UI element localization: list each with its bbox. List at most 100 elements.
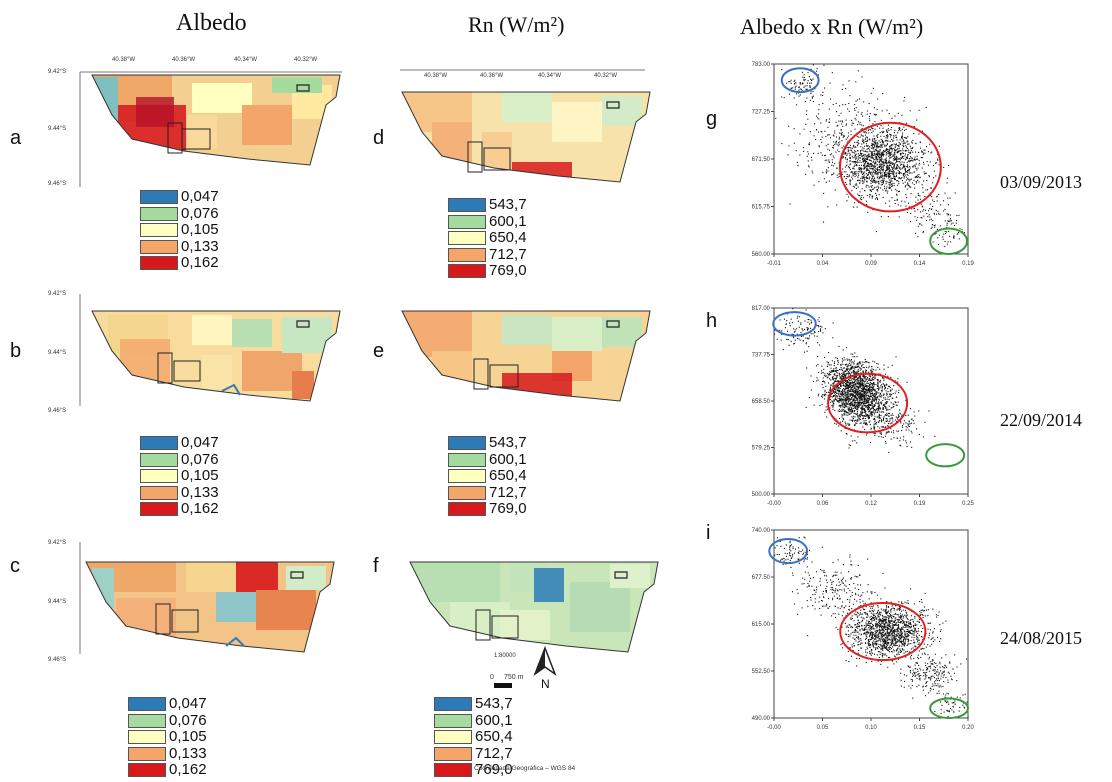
scatter-point	[881, 139, 883, 141]
scatter-point	[861, 388, 863, 390]
scatter-point	[857, 402, 859, 404]
scatter-point	[870, 607, 872, 609]
scatter-point	[907, 423, 909, 425]
scatter-point	[848, 406, 850, 408]
scatter-point	[861, 405, 863, 407]
scatter-point	[921, 151, 923, 153]
scatter-point	[898, 216, 900, 218]
scatter-point	[871, 627, 873, 629]
scatter-point	[856, 389, 858, 391]
scatter-point	[886, 414, 888, 416]
scatter-point	[865, 413, 867, 415]
scatter-point	[890, 438, 892, 440]
scatter-point	[871, 143, 873, 145]
scatter-point	[843, 413, 845, 415]
scatter-point	[802, 335, 804, 337]
scatter-point	[863, 141, 865, 143]
scatter-point	[822, 332, 824, 334]
scatter-point	[886, 167, 888, 169]
scatter-point	[849, 399, 851, 401]
scatter-point	[828, 352, 830, 354]
scatter-point	[827, 376, 829, 378]
scatter-point	[854, 173, 856, 175]
scatter-point	[800, 88, 802, 90]
scatter-point	[906, 381, 908, 383]
scatter-point	[841, 403, 843, 405]
scatter-point	[878, 194, 880, 196]
scatter-point	[843, 404, 845, 406]
scatter-point	[862, 408, 864, 410]
scatter-point	[902, 636, 904, 638]
scatter-point	[841, 171, 843, 173]
scatter-point	[822, 596, 824, 598]
scatter-point	[883, 165, 885, 167]
scatter-point	[846, 396, 848, 398]
scatter-point	[958, 232, 960, 234]
scatter-point	[860, 639, 862, 641]
scatter-point	[844, 390, 846, 392]
scatter-point	[804, 79, 806, 81]
scatter-point	[911, 629, 913, 631]
scatter-point	[788, 81, 790, 83]
scatter-point	[937, 153, 939, 155]
scatter-point	[829, 161, 831, 163]
scatter-point	[893, 132, 895, 134]
scatter-point	[796, 161, 798, 163]
scatter-point	[867, 389, 869, 391]
scatter-point	[868, 367, 870, 369]
scatter-point	[904, 186, 906, 188]
scatter-point	[871, 146, 873, 148]
scatter-point	[888, 173, 890, 175]
scatter-point	[876, 164, 878, 166]
scatter-point	[789, 545, 791, 547]
lon-tick-a3: 40.34°W	[234, 57, 258, 63]
scatter-point	[863, 139, 865, 141]
scatter-point	[849, 578, 851, 580]
scatter-point	[854, 383, 856, 385]
scatter-point	[855, 150, 857, 152]
scatter-point	[899, 172, 901, 174]
scatter-point	[856, 442, 858, 444]
scatter-point	[867, 404, 869, 406]
y-tick-label: 783.00	[752, 62, 771, 68]
scatter-point	[861, 128, 863, 130]
scatter-point	[781, 333, 783, 335]
scatter-point	[910, 441, 912, 443]
scatter-point	[897, 416, 899, 418]
scatter-point	[812, 333, 814, 335]
scatter-point	[829, 82, 831, 84]
scatter-point	[807, 605, 809, 607]
scatter-point	[864, 166, 866, 168]
scatter-point	[849, 153, 851, 155]
scatter-point	[888, 647, 890, 649]
scatter-point	[889, 395, 891, 397]
scatter-point	[878, 399, 880, 401]
scatter-point	[868, 170, 870, 172]
map-a	[91, 74, 341, 166]
scatter-point	[909, 620, 911, 622]
scatter-point	[830, 396, 832, 398]
scatter-point	[804, 328, 806, 330]
scatter-point	[955, 222, 957, 224]
scatter-point	[876, 388, 878, 390]
scatter-point	[839, 400, 841, 402]
scatter-point	[851, 381, 853, 383]
scatter-point	[820, 372, 822, 374]
scatter-point	[877, 406, 879, 408]
scatter-point	[879, 432, 881, 434]
scatter-point	[861, 383, 863, 385]
scatter-point	[819, 596, 821, 598]
scatter-point	[891, 431, 893, 433]
scatter-point	[896, 199, 898, 201]
scatter-point	[898, 392, 900, 394]
scatter-point	[879, 146, 881, 148]
scatter-point	[898, 640, 900, 642]
scatter-point	[909, 221, 911, 223]
scatter-point	[822, 372, 824, 374]
scatter-point	[870, 157, 872, 159]
scatter-point	[893, 159, 895, 161]
scatter-point	[845, 424, 847, 426]
highlight-ellipse	[772, 311, 817, 337]
scatter-point	[854, 109, 856, 111]
scatter-point	[859, 387, 861, 389]
